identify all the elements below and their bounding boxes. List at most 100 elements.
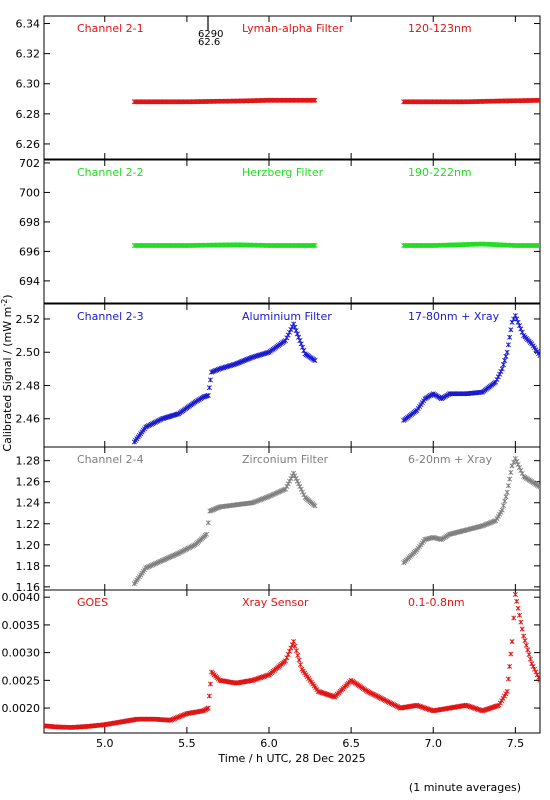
data-point (537, 353, 540, 359)
time-marker-label: 6290 (198, 29, 223, 40)
data-point (502, 498, 508, 504)
data-point (508, 469, 514, 476)
time-marker-label: 62.6 (198, 37, 220, 48)
data-point (500, 503, 506, 509)
panel-filter-label: Xray Sensor (242, 596, 309, 609)
data-point (515, 605, 521, 611)
y-tick-label: 694 (19, 275, 40, 288)
y-tick-label: 0.0035 (2, 619, 41, 632)
data-point (295, 652, 301, 658)
data-point (505, 483, 511, 489)
panels-group: 6.26 6.28 6.30 6.32 6.34 Channel 2-1 Lyman-alp… (2, 15, 541, 734)
footnote: (1 minute averages) (409, 781, 521, 794)
y-axis-label: Calibrated Signal / (mW m-2) (0, 294, 14, 451)
panel-3: 2.46 2.48 2.50 2.52 Channel 2-3 Aluminium Fil… (16, 303, 541, 448)
panel-frame (43, 589, 541, 734)
panel-channel-label: Channel 2-4 (77, 453, 144, 466)
series-markers (131, 97, 540, 105)
data-point (511, 615, 517, 621)
panel-channel-label: GOES (77, 596, 108, 609)
data-point (292, 643, 298, 649)
series-markers (131, 313, 540, 445)
data-point (537, 97, 540, 103)
panel-filter-label: Herzberg Filter (242, 166, 324, 179)
y-axis-label-close: ) (1, 294, 14, 298)
data-point (512, 591, 518, 597)
y-tick-label: 6.28 (16, 108, 41, 121)
data-point (518, 619, 524, 625)
y-tick-label: 1.16 (16, 581, 41, 594)
panel-filter-label: Aluminium Filter (242, 310, 332, 323)
data-point (502, 358, 508, 364)
y-tick-label: 6.32 (16, 48, 41, 61)
panel-filter-label: Zirconium Filter (242, 453, 329, 466)
panel-band-label: 120-123nm (408, 22, 472, 35)
x-tick-label: 6.5 (342, 737, 360, 750)
y-tick-label: 1.26 (16, 476, 41, 489)
y-tick-label: 1.20 (16, 539, 41, 552)
data-point (499, 507, 505, 513)
panel-frame (43, 446, 541, 591)
panel-frame (43, 159, 541, 304)
data-point (204, 531, 210, 537)
y-tick-label: 1.28 (16, 455, 41, 468)
data-point (504, 489, 510, 495)
panel-band-label: 17-80nm + Xray (408, 310, 500, 323)
panel-band-label: 6-20nm + Xray (408, 453, 493, 466)
data-point (519, 626, 525, 632)
y-tick-label: 2.52 (16, 313, 41, 326)
y-tick-label: 2.50 (16, 346, 41, 359)
data-point (505, 342, 511, 348)
y-tick-label: 6.34 (16, 18, 41, 31)
data-point (504, 688, 510, 694)
y-tick-label: 2.46 (16, 413, 41, 426)
data-point (525, 647, 531, 653)
panel-5: 0.0020 0.0025 0.0030 0.0035 0.0040 GOES Xray S… (2, 589, 541, 734)
data-point (508, 327, 514, 333)
y-tick-label: 702 (19, 157, 40, 170)
data-point (522, 638, 528, 644)
y-tick-label: 700 (19, 186, 40, 199)
data-point (312, 358, 318, 364)
x-tick-label: 5.5 (178, 737, 196, 750)
data-point (205, 392, 211, 398)
panel-channel-label: Channel 2-1 (77, 22, 144, 35)
y-tick-label: 2.48 (16, 379, 41, 392)
data-point (537, 242, 540, 249)
data-point (505, 676, 511, 682)
panel-filter-label: Lyman-alpha Filter (242, 22, 344, 35)
data-point (507, 663, 513, 670)
y-tick-label: 1.24 (16, 497, 41, 510)
data-point (523, 642, 529, 648)
data-point (312, 242, 318, 249)
data-point (499, 366, 505, 372)
data-point (296, 657, 302, 663)
data-point (521, 633, 527, 639)
data-point (514, 598, 520, 604)
data-point (206, 385, 212, 391)
x-tick-label: 5.0 (96, 737, 114, 750)
series-markers (44, 591, 540, 730)
data-point (312, 97, 318, 103)
y-tick-label: 698 (19, 216, 40, 229)
panel-frame (43, 15, 541, 160)
y-tick-label: 0.0025 (2, 674, 41, 687)
data-point (537, 677, 540, 683)
data-point (537, 484, 540, 490)
y-tick-label: 1.18 (16, 560, 41, 573)
x-axis-label: Time / h UTC, 28 Dec 2025 (217, 752, 365, 765)
series-markers (131, 241, 540, 249)
data-point (207, 681, 213, 687)
series-markers (131, 456, 540, 587)
data-point (527, 656, 533, 662)
data-point (500, 362, 506, 368)
panel-channel-label: Channel 2-3 (77, 310, 144, 323)
data-point (207, 377, 213, 383)
data-point (291, 639, 297, 645)
data-point (509, 639, 515, 645)
y-tick-label: 6.26 (16, 138, 41, 151)
data-point (205, 705, 211, 711)
data-point (507, 476, 513, 482)
data-point (503, 494, 509, 500)
